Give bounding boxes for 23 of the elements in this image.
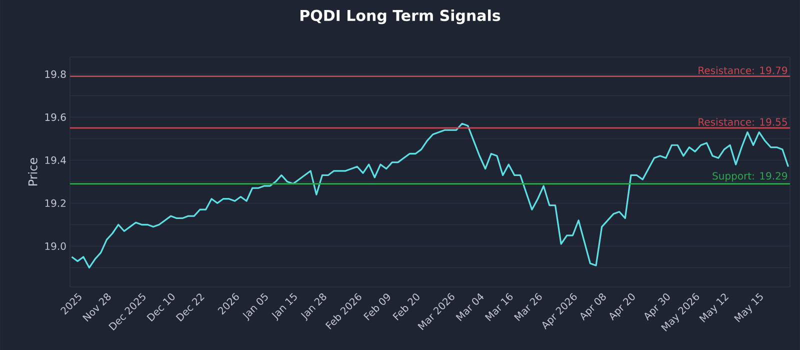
ref-line-label: Resistance: 19.79 [698, 66, 788, 74]
ref-line-label: Support: 19.29 [712, 172, 788, 182]
x-tick-label: Jan 28 [300, 293, 326, 322]
x-tick-label: Apr 20 [610, 294, 635, 321]
chart-title: PQDI Long Term Signals [300, 10, 500, 24]
x-tick-label: Apr 30 [644, 294, 670, 321]
x-tick-label: Dec 10 [146, 294, 175, 322]
y-tick-label: 19.4 [45, 156, 66, 164]
x-tick-label: Apr 08 [580, 293, 606, 321]
x-tick-label: Jan 15 [272, 292, 297, 322]
y-tick-label: 19.0 [45, 242, 66, 250]
x-tick-label: Mar 04 [456, 293, 484, 322]
x-tick-label: Feb 20 [392, 294, 420, 320]
y-tick-label: 19.8 [45, 70, 66, 78]
x-tick-label: Feb 09 [363, 294, 390, 320]
y-tick-label: 19.6 [45, 113, 66, 121]
x-tick-label: Jan 05 [242, 293, 268, 322]
x-tick-label: Mar 26 [514, 292, 542, 322]
y-axis-title: Price [28, 158, 38, 186]
ref-line-label: Resistance: 19.55 [698, 118, 787, 126]
x-tick-label: Dec 22 [176, 294, 204, 322]
y-tick-label: 19.2 [45, 199, 66, 207]
x-tick-label: Mar 16 [484, 292, 513, 322]
